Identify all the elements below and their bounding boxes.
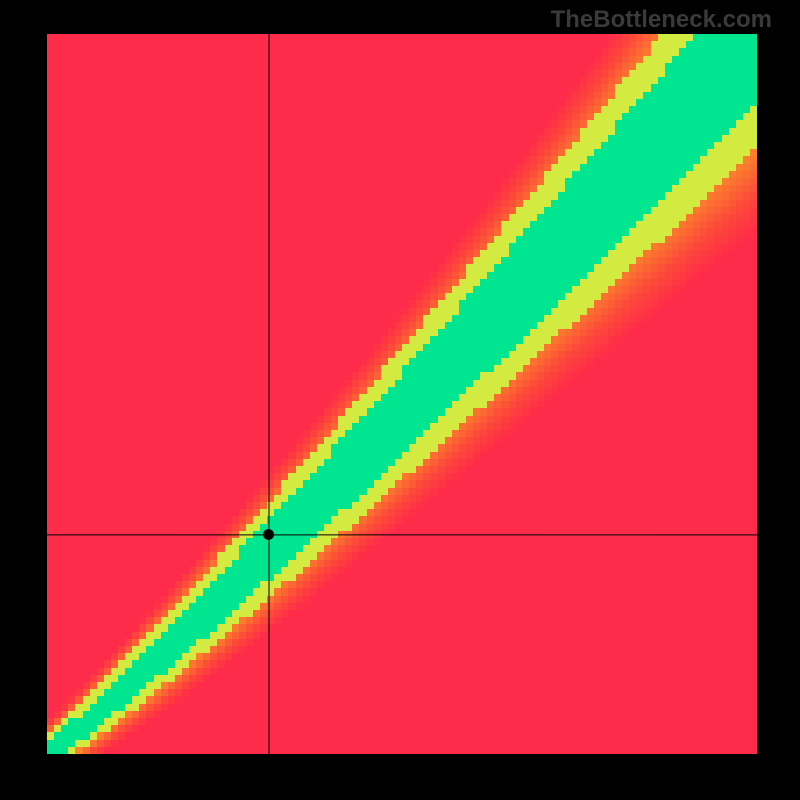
chart-container: { "watermark": { "text": "TheBottleneck.…	[0, 0, 800, 800]
bottleneck-heatmap	[47, 34, 757, 754]
watermark-text: TheBottleneck.com	[551, 6, 772, 34]
